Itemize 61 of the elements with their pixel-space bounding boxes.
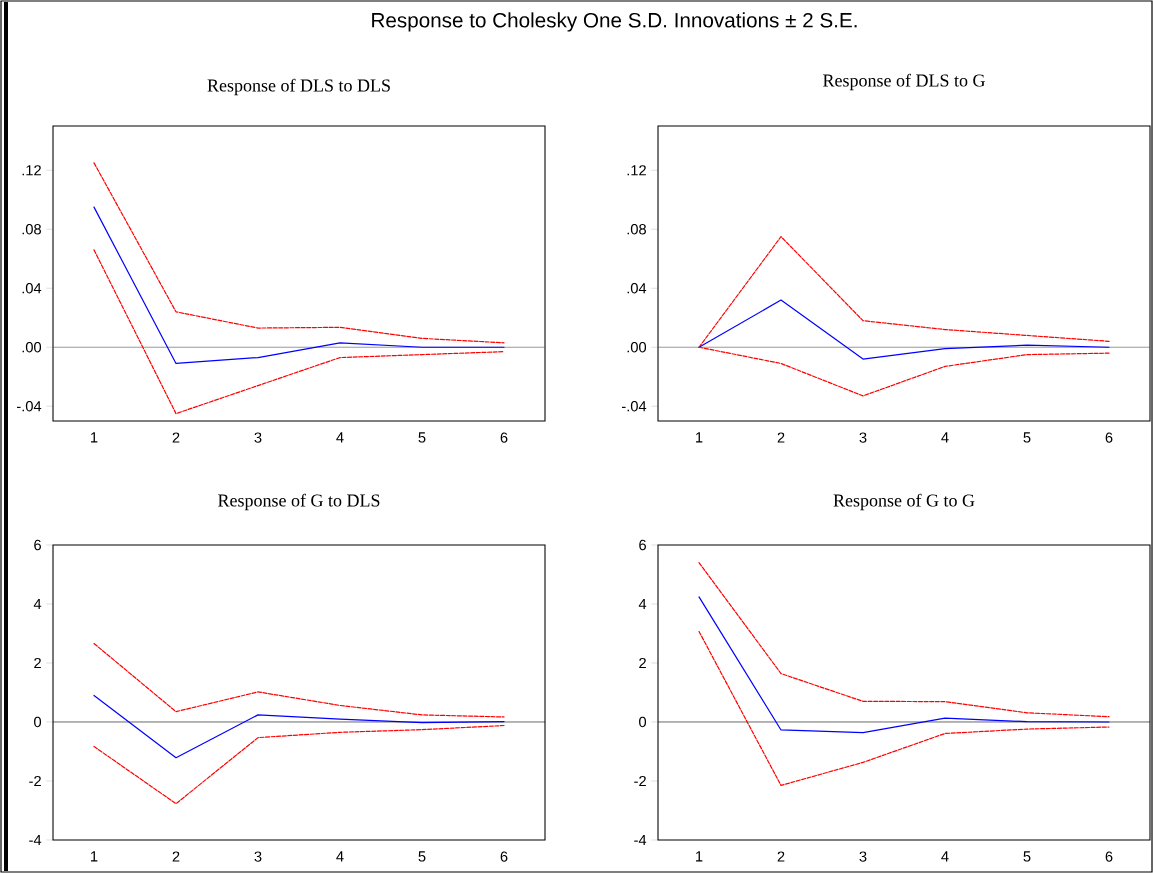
y-tick-label: 2 bbox=[639, 657, 646, 669]
y-tick-label: 6 bbox=[34, 539, 41, 551]
y-tick-label: 6 bbox=[639, 539, 646, 551]
y-tick-label: .04 bbox=[22, 283, 42, 294]
x-tick-label: 5 bbox=[1023, 432, 1031, 443]
x-tick-label: 1 bbox=[91, 432, 98, 443]
text: Response to Cholesky One S.D. Innovations ± 2 S.E. bbox=[372, 12, 857, 32]
x-tick-label: 6 bbox=[500, 432, 508, 443]
y-tick-label: .04 bbox=[627, 283, 647, 294]
line-series bbox=[93, 249, 505, 415]
line-series bbox=[698, 562, 1110, 718]
x-tick-label: 3 bbox=[859, 851, 867, 862]
x-tick-label: 1 bbox=[696, 432, 703, 443]
chart-title: Response of DLS to DLS bbox=[207, 78, 390, 96]
y-tick-label: -4 bbox=[634, 834, 647, 846]
x-tick-label: 2 bbox=[777, 432, 785, 443]
x-tick-label: 5 bbox=[418, 432, 426, 443]
line-series bbox=[698, 630, 1110, 787]
x-tick-label: 1 bbox=[91, 851, 98, 862]
y-tick-label: 4 bbox=[33, 598, 42, 610]
x-tick-label: 2 bbox=[172, 851, 180, 862]
chart-title: Response of DLS to G bbox=[823, 73, 985, 91]
x-tick-label: 6 bbox=[1105, 432, 1113, 443]
y-tick-label: -4 bbox=[29, 834, 42, 846]
x-tick-label: 4 bbox=[336, 432, 344, 443]
x-tick-label: 6 bbox=[1105, 851, 1113, 862]
line-series bbox=[93, 162, 505, 344]
y-tick-label: .08 bbox=[22, 224, 41, 235]
x-tick-label: 2 bbox=[172, 432, 180, 443]
x-tick-label: 5 bbox=[418, 851, 426, 862]
line-series bbox=[93, 642, 505, 718]
x-tick-label: 6 bbox=[500, 851, 508, 862]
y-tick-label: .08 bbox=[627, 224, 646, 235]
y-tick-label: 0 bbox=[639, 716, 647, 728]
y-tick-label: 0 bbox=[34, 716, 42, 728]
x-tick-label: 3 bbox=[254, 851, 262, 862]
y-tick-label: -.04 bbox=[622, 401, 647, 412]
x-tick-label: 3 bbox=[254, 432, 262, 443]
chart-title: Response of G to DLS bbox=[218, 493, 380, 511]
line-series bbox=[698, 299, 1110, 360]
chart-title: Response of G to G bbox=[833, 493, 975, 511]
x-tick-label: 4 bbox=[941, 851, 949, 862]
line-series bbox=[93, 694, 505, 759]
y-tick-label: .00 bbox=[627, 342, 647, 353]
x-tick-label: 2 bbox=[777, 851, 785, 862]
x-tick-label: 5 bbox=[1023, 851, 1031, 862]
y-tick-label: 2 bbox=[34, 657, 41, 669]
y-tick-label: 4 bbox=[638, 598, 647, 610]
y-tick-label: -2 bbox=[634, 775, 646, 787]
y-tick-label: -2 bbox=[29, 775, 41, 787]
line-series bbox=[93, 724, 505, 805]
y-tick-label: .00 bbox=[22, 342, 42, 353]
x-tick-label: 4 bbox=[336, 851, 344, 862]
line-series bbox=[93, 206, 505, 365]
line-series bbox=[698, 596, 1110, 734]
x-tick-label: 4 bbox=[941, 432, 949, 443]
y-tick-label: .12 bbox=[22, 165, 41, 176]
x-tick-label: 1 bbox=[696, 851, 703, 862]
y-tick-label: -.04 bbox=[17, 401, 42, 412]
y-tick-label: .12 bbox=[627, 165, 646, 176]
x-tick-label: 3 bbox=[859, 432, 867, 443]
